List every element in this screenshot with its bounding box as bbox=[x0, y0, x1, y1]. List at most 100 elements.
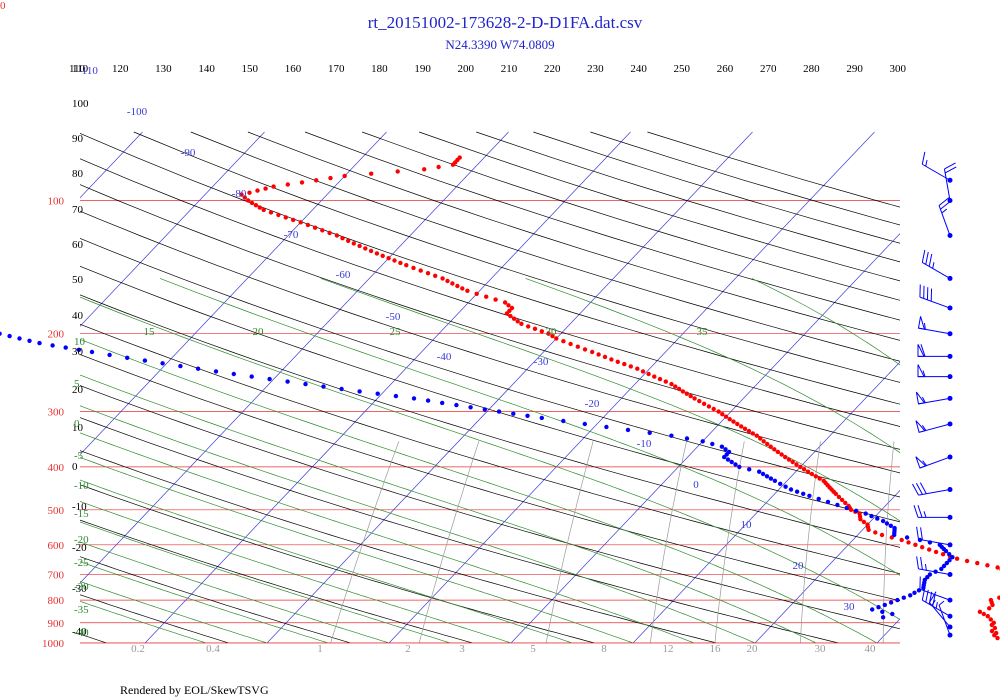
pressure-tick-label: 900 bbox=[48, 618, 65, 630]
footer-credit: Rendered by EOL/SkewTSVG bbox=[120, 683, 269, 697]
dry-adiabat-line bbox=[80, 323, 900, 575]
temperature-point bbox=[861, 519, 867, 525]
moist-adiabat-label: -30 bbox=[74, 581, 89, 593]
mixing-ratio-line bbox=[956, 441, 960, 643]
moist-adiabat-line bbox=[80, 561, 329, 643]
wind-barb-half bbox=[941, 208, 948, 214]
isotherm-line bbox=[80, 131, 387, 456]
moist-adiabat-label: 0 bbox=[74, 418, 80, 430]
temperature-point bbox=[271, 184, 276, 189]
wind-barb-full bbox=[917, 505, 923, 518]
temperature-point bbox=[723, 414, 729, 419]
temperature-point bbox=[779, 452, 784, 457]
moist-adiabat-label: 30 bbox=[546, 326, 558, 338]
temperature-point bbox=[706, 404, 712, 409]
dewpoint-point bbox=[625, 427, 631, 433]
dewpoint-point bbox=[178, 363, 183, 369]
temperature-point bbox=[450, 281, 455, 286]
dewpoint-point bbox=[733, 462, 738, 467]
wind-barb bbox=[915, 420, 953, 433]
temperature-point bbox=[913, 542, 918, 547]
dewpoint-point bbox=[303, 381, 308, 387]
pressure-tick-label: 800 bbox=[48, 595, 65, 607]
temperature-point bbox=[742, 426, 748, 431]
wind-barb-staff bbox=[918, 568, 951, 575]
top-tick-label: 200 bbox=[458, 63, 475, 75]
dewpoint-point bbox=[107, 352, 112, 358]
isotherm-label: -50 bbox=[386, 311, 401, 323]
isotherm-line bbox=[510, 233, 900, 643]
moist-adiabat-line bbox=[80, 432, 695, 643]
dewpoint-point bbox=[50, 343, 55, 348]
temperature-point bbox=[582, 347, 588, 352]
dewpoint-point bbox=[768, 476, 774, 481]
temperature-point bbox=[836, 494, 842, 500]
moist-adiabat-line bbox=[80, 296, 900, 620]
chart-subtitle: N24.3390 W74.0809 bbox=[445, 37, 554, 52]
temperature-point bbox=[539, 329, 544, 334]
dewpoint-point bbox=[213, 369, 219, 374]
dewpoint-point bbox=[142, 358, 148, 363]
dewpoint-point bbox=[710, 441, 715, 447]
mixing-ratio-line bbox=[882, 441, 895, 643]
temperature-point bbox=[697, 398, 702, 404]
temperature-point bbox=[550, 333, 555, 339]
temperature-point bbox=[283, 215, 288, 220]
wind-barb-staff bbox=[918, 538, 951, 546]
moist-adiabat-label: 20 bbox=[253, 326, 265, 338]
isotherm-label: -90 bbox=[181, 147, 196, 159]
wind-barb-full bbox=[916, 526, 919, 540]
dewpoint-point bbox=[339, 386, 344, 392]
temperature-point bbox=[519, 321, 524, 326]
dewpoint-point bbox=[684, 436, 690, 441]
wind-barb-full bbox=[913, 505, 919, 518]
temperature-point bbox=[299, 180, 305, 185]
wind-barb-full bbox=[921, 587, 926, 601]
temperature-point bbox=[596, 352, 601, 357]
dewpoint-point bbox=[37, 340, 42, 346]
temperature-point bbox=[314, 178, 319, 183]
dewpoint-point bbox=[321, 384, 326, 389]
wind-barb-full bbox=[921, 151, 926, 165]
wind-barb-full bbox=[915, 483, 923, 495]
dewpoint-point bbox=[888, 523, 893, 528]
temperature-point bbox=[988, 617, 993, 622]
dewpoint-point bbox=[726, 449, 732, 455]
temperature-point bbox=[652, 374, 657, 379]
temperature-point bbox=[985, 614, 990, 619]
mixing-ratio-line bbox=[330, 441, 400, 643]
wind-barb-half bbox=[923, 323, 926, 330]
wind-barb-staff bbox=[922, 599, 951, 617]
wind-barb-staff bbox=[922, 261, 951, 279]
temperature-point bbox=[285, 182, 290, 187]
mixing-ratio-label: 5 bbox=[530, 643, 536, 655]
wind-barb-full bbox=[925, 251, 929, 265]
temperature-point bbox=[940, 552, 946, 557]
temperature-point bbox=[879, 532, 885, 538]
wind-barb bbox=[929, 591, 953, 630]
temperature-point bbox=[395, 169, 400, 174]
top-tick-label: 110 bbox=[69, 63, 86, 75]
dewpoint-point bbox=[869, 513, 874, 519]
pressure-tick-label: 300 bbox=[48, 407, 65, 419]
left-tick-label: -40 bbox=[72, 626, 87, 638]
moist-adiabat-label: -5 bbox=[74, 450, 84, 462]
temperature-point bbox=[511, 316, 517, 321]
temperature-point bbox=[484, 294, 489, 299]
temperature-point bbox=[775, 449, 781, 455]
moist-adiabat-line bbox=[80, 338, 878, 643]
temperature-point bbox=[263, 186, 268, 191]
temperature-point bbox=[436, 164, 441, 170]
moist-adiabat-line bbox=[80, 600, 207, 643]
moist-adiabat-line bbox=[80, 541, 390, 643]
temperature-point bbox=[253, 203, 259, 208]
top-tick-label: 270 bbox=[760, 63, 777, 75]
mixing-ratio-label: 20 bbox=[747, 643, 759, 655]
temperature-point bbox=[701, 401, 707, 406]
left-tick-label: 70 bbox=[72, 204, 84, 216]
temperature-point bbox=[554, 336, 559, 341]
temperature-point bbox=[794, 462, 799, 467]
temperature-point bbox=[568, 341, 573, 347]
dewpoint-point bbox=[880, 518, 886, 524]
